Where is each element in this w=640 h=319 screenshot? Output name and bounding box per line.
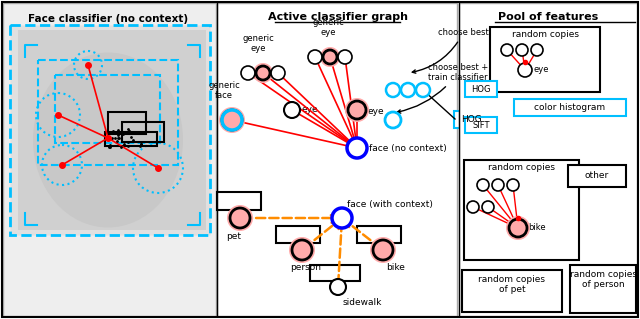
Circle shape: [482, 201, 494, 213]
Circle shape: [230, 208, 250, 228]
Text: eye: eye: [367, 107, 383, 115]
Text: random copies
of pet: random copies of pet: [479, 275, 545, 294]
Text: bike: bike: [528, 224, 546, 233]
Circle shape: [401, 83, 415, 97]
Text: face (no context): face (no context): [369, 144, 447, 152]
Bar: [490, 27, 600, 92]
Text: other: other: [585, 172, 609, 181]
Bar: [276, 226, 320, 243]
Bar: [568, 165, 626, 187]
Circle shape: [501, 44, 513, 56]
Circle shape: [330, 279, 346, 295]
Circle shape: [506, 216, 530, 240]
Text: face (with context): face (with context): [347, 201, 433, 210]
Circle shape: [227, 205, 253, 231]
Circle shape: [271, 66, 285, 80]
Circle shape: [531, 44, 543, 56]
Text: Active classifier graph: Active classifier graph: [268, 12, 408, 22]
Text: choose best +
train classifier: choose best + train classifier: [397, 63, 488, 113]
Text: Face classifier (no context): Face classifier (no context): [28, 14, 188, 24]
Text: eye: eye: [533, 65, 548, 75]
Circle shape: [323, 50, 337, 64]
Circle shape: [509, 219, 527, 237]
Bar: [55, 75, 160, 143]
Text: random copies: random copies: [488, 163, 556, 172]
Circle shape: [348, 101, 366, 119]
Circle shape: [308, 50, 322, 64]
FancyBboxPatch shape: [465, 117, 497, 133]
FancyBboxPatch shape: [465, 81, 497, 97]
Circle shape: [416, 83, 430, 97]
Bar: [459, 3, 637, 316]
Circle shape: [256, 66, 270, 80]
Circle shape: [338, 50, 352, 64]
Circle shape: [289, 237, 315, 263]
Text: random copies
of person: random copies of person: [570, 270, 637, 289]
Bar: [217, 192, 261, 210]
Circle shape: [347, 138, 367, 158]
Bar: [310, 265, 360, 281]
Text: HOG: HOG: [471, 85, 491, 93]
Bar: [18, 30, 206, 230]
Circle shape: [385, 112, 401, 128]
Text: generic
eye: generic eye: [312, 18, 344, 37]
Bar: [108, 112, 146, 134]
Bar: [105, 132, 157, 146]
Text: bike: bike: [386, 263, 405, 272]
Text: HOG: HOG: [461, 115, 483, 123]
Bar: [357, 226, 401, 243]
Bar: [3, 3, 216, 316]
Circle shape: [320, 47, 340, 67]
Circle shape: [467, 201, 479, 213]
Circle shape: [477, 179, 489, 191]
Circle shape: [373, 240, 393, 260]
Bar: [10, 25, 210, 235]
Circle shape: [370, 237, 396, 263]
Text: Pool of features: Pool of features: [498, 12, 598, 22]
Bar: [217, 3, 457, 316]
Text: random copies: random copies: [511, 30, 579, 39]
Circle shape: [516, 44, 528, 56]
Circle shape: [323, 50, 337, 64]
Circle shape: [241, 66, 255, 80]
FancyBboxPatch shape: [454, 111, 490, 128]
Text: SIFT: SIFT: [472, 121, 490, 130]
Ellipse shape: [33, 53, 183, 227]
Circle shape: [345, 98, 369, 122]
Circle shape: [284, 102, 300, 118]
Circle shape: [507, 179, 519, 191]
FancyBboxPatch shape: [514, 99, 626, 116]
Text: color histogram: color histogram: [534, 103, 605, 113]
Circle shape: [219, 107, 245, 133]
Circle shape: [222, 110, 242, 130]
Text: generic
face: generic face: [208, 81, 240, 100]
Text: eye: eye: [301, 106, 317, 115]
Circle shape: [518, 63, 532, 77]
Bar: [464, 160, 579, 260]
Text: person: person: [290, 263, 321, 272]
Bar: [570, 265, 636, 313]
Text: pet: pet: [226, 232, 241, 241]
Text: sidewalk: sidewalk: [343, 298, 382, 307]
Circle shape: [256, 66, 270, 80]
Circle shape: [492, 179, 504, 191]
Circle shape: [332, 208, 352, 228]
Text: generic
eye: generic eye: [242, 33, 274, 53]
Bar: [38, 60, 178, 165]
Circle shape: [222, 110, 242, 130]
Circle shape: [386, 83, 400, 97]
Circle shape: [292, 240, 312, 260]
Bar: [122, 122, 164, 142]
Circle shape: [253, 63, 273, 83]
Text: choose best: choose best: [412, 28, 489, 73]
Bar: [462, 270, 562, 312]
